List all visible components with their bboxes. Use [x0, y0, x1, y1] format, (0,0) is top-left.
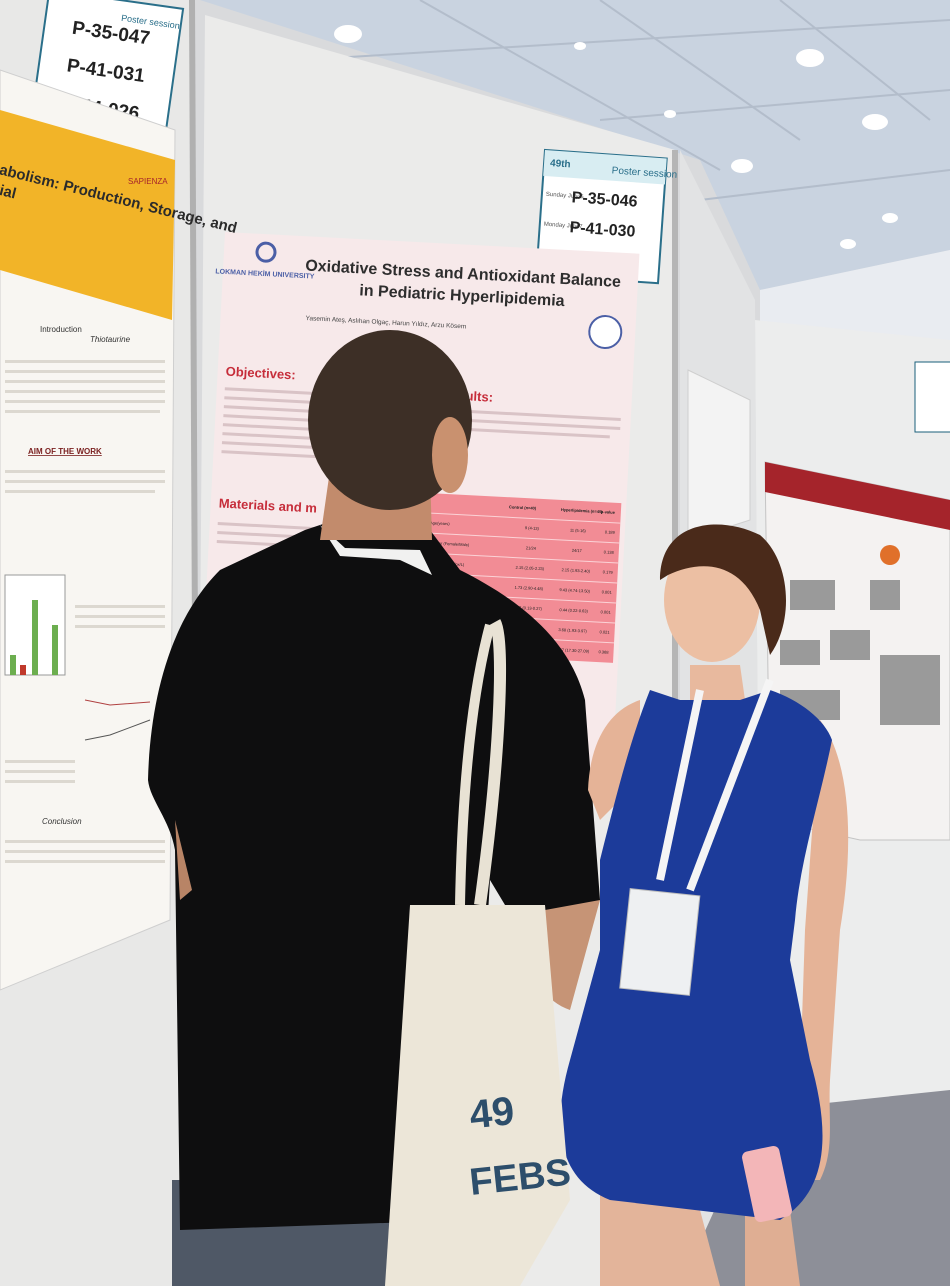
man: [148, 330, 600, 1286]
woman: [560, 524, 849, 1286]
right-poster-header: [765, 462, 950, 530]
side-poster: [687, 369, 751, 541]
table-rule: [428, 512, 621, 524]
table-cell: 0.001: [601, 609, 612, 615]
card-label: Poster session: [611, 165, 677, 181]
legs: [745, 1210, 800, 1286]
lanyard: [656, 689, 704, 881]
left-bar-chart: [4, 574, 66, 676]
table-cell: 35.87 (17.30-27.09): [554, 647, 590, 654]
table-cell: 0.368: [598, 649, 609, 655]
table-cell: 21/24: [526, 545, 537, 551]
table-header: p-value: [601, 509, 616, 515]
right-session-card: [914, 361, 950, 433]
card-header: [543, 150, 667, 185]
table-header: Control (n=40): [509, 504, 537, 510]
table-cell: 0.179: [603, 569, 614, 575]
hair: [660, 524, 787, 655]
badge: [619, 888, 701, 996]
ceiling: [200, 0, 950, 290]
left-title-line: tial: [0, 181, 18, 203]
table-cell: 0.001: [602, 589, 613, 595]
table-cell: 0.44 (0.22-0.63): [559, 607, 588, 614]
left-heading: Introduction: [40, 325, 82, 334]
section-heading: Materials and m: [218, 495, 317, 515]
wall-beam: [760, 250, 950, 350]
left-text-lines: [5, 360, 165, 863]
table-cell: Gender (Female/Male): [429, 540, 470, 547]
session-day: Sunday July 6: [546, 192, 585, 201]
ceiling-lights: [334, 25, 898, 249]
ear: [432, 417, 468, 493]
shirt: [148, 520, 600, 1230]
session-code: P-41-030: [569, 219, 636, 241]
left-heading: Conclusion: [42, 817, 82, 826]
left-arm: [175, 820, 192, 900]
session-day: Monday July 7: [544, 222, 584, 231]
table-cell: 2.15 (1.93-2.40): [561, 567, 590, 574]
bag-strap: [455, 623, 495, 906]
table-cell: 0.138: [604, 549, 615, 555]
phone: [742, 1145, 792, 1223]
logo-mark: [255, 241, 277, 263]
table-cell: 1.73 (2.90-4.48): [514, 585, 543, 592]
table-cell: 9 (4-13): [525, 525, 540, 531]
left-poster-header: [0, 110, 175, 320]
right-poster-chart: [880, 545, 900, 565]
table-cell: 24/17: [572, 548, 583, 554]
left-heading: Thiotaurine: [90, 335, 131, 344]
left-line-chart: [84, 699, 151, 741]
table-rule: [427, 532, 620, 544]
card-edition: 49th: [550, 158, 571, 170]
tote-bag: 49 FEBS: [385, 619, 573, 1286]
left-heading: AIM OF THE WORK: [28, 447, 102, 456]
table-cell: 0.189: [605, 529, 616, 535]
table-header: Hyperlipidemia (n=40): [561, 507, 604, 514]
table-cell: 0.17 (0.13-0.27): [513, 605, 542, 612]
bag-strap: [474, 619, 506, 906]
lanyard: [686, 678, 774, 892]
table-rule: [426, 552, 619, 564]
right-poster-figures: [780, 580, 940, 725]
table-cell: 2.15 (2.05-2.23): [515, 565, 544, 572]
ceiling-grid: [299, 0, 950, 201]
left-org: SAPIENZA: [128, 177, 168, 186]
legs: [600, 1190, 720, 1286]
collar: [320, 525, 432, 575]
table-cell: 9.43 (4.74-13.50): [559, 587, 591, 594]
table-cell: 3.68 (1.93-3.97): [558, 627, 587, 634]
table-cell: 11 (5-16): [570, 528, 587, 534]
dress: [560, 690, 832, 1220]
table-cell: Age(years): [430, 520, 450, 526]
bag-body: [385, 905, 570, 1286]
poster-logo-right: [588, 315, 623, 350]
bag-number: 49: [467, 1089, 516, 1137]
table-cell: 0.021: [599, 629, 610, 635]
section-heading: Objectives:: [225, 364, 296, 383]
hair: [308, 330, 472, 510]
session-code: P-35-046: [571, 189, 638, 211]
